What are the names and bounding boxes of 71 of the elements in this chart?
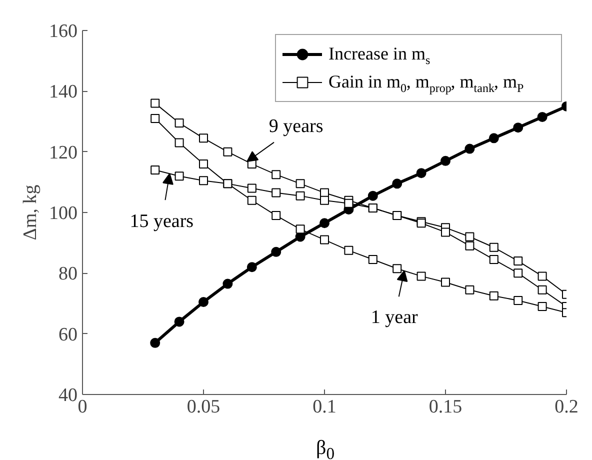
- point: [514, 268, 523, 278]
- point: [464, 144, 475, 154]
- point: [368, 190, 378, 201]
- point: [150, 166, 160, 175]
- y-tick-label: 140: [49, 82, 78, 103]
- annotation: 1 year: [370, 307, 418, 328]
- point: [174, 172, 184, 181]
- point: [271, 246, 282, 257]
- point: [489, 242, 498, 252]
- point: [320, 218, 330, 228]
- point: [538, 302, 547, 312]
- x-tick-label: 0.15: [428, 396, 462, 418]
- point: [344, 246, 354, 255]
- point: [296, 191, 305, 200]
- point: [416, 168, 426, 178]
- point: [272, 188, 281, 198]
- point: [513, 122, 524, 133]
- y-tick-label: 160: [49, 21, 78, 42]
- y-tick-label: 100: [49, 203, 78, 224]
- point: [150, 338, 160, 348]
- x-tick-label: 0.05: [186, 396, 220, 418]
- x-tick-label: 0.2: [554, 396, 578, 418]
- point: [514, 256, 523, 266]
- point: [223, 147, 232, 156]
- y-tick-label: 60: [58, 324, 78, 346]
- point: [537, 112, 548, 122]
- point: [272, 211, 281, 220]
- point: [246, 262, 257, 272]
- point: [538, 272, 547, 281]
- point: [320, 235, 329, 244]
- point: [199, 134, 208, 143]
- y-tick-label: 80: [58, 264, 78, 285]
- y-tick-label: 120: [49, 142, 78, 164]
- point: [174, 138, 184, 148]
- point: [222, 278, 233, 289]
- point: [441, 278, 450, 287]
- point: [174, 316, 184, 327]
- point: [344, 198, 354, 208]
- point: [392, 264, 402, 274]
- y-axis-title: Δm, kg: [20, 184, 41, 240]
- annotation: 15 years: [130, 211, 194, 232]
- point: [296, 179, 305, 188]
- point: [198, 296, 208, 307]
- point: [150, 98, 160, 108]
- point: [199, 176, 208, 186]
- point: [465, 285, 474, 294]
- point: [538, 285, 547, 294]
- point: [488, 133, 499, 144]
- point: [247, 196, 256, 205]
- point: [416, 272, 426, 281]
- point: [368, 255, 378, 264]
- point: [247, 184, 256, 193]
- point: [440, 156, 450, 166]
- point: [296, 224, 305, 234]
- y-tick-label: 40: [58, 385, 78, 406]
- point: [514, 296, 523, 305]
- point: [150, 114, 160, 123]
- x-tick-label: 0: [78, 396, 88, 418]
- point: [465, 232, 474, 242]
- point: [392, 178, 402, 189]
- x-tick-label: 0.1: [312, 396, 336, 418]
- point: [489, 291, 498, 300]
- point: [489, 255, 498, 264]
- point: [174, 118, 184, 128]
- point: [465, 241, 474, 250]
- point: [199, 159, 208, 168]
- point: [441, 228, 450, 237]
- point: [272, 170, 281, 180]
- x-axis-title: β$_{0}$: [316, 436, 335, 460]
- point: [320, 196, 329, 205]
- annotation: 9 years: [268, 116, 324, 138]
